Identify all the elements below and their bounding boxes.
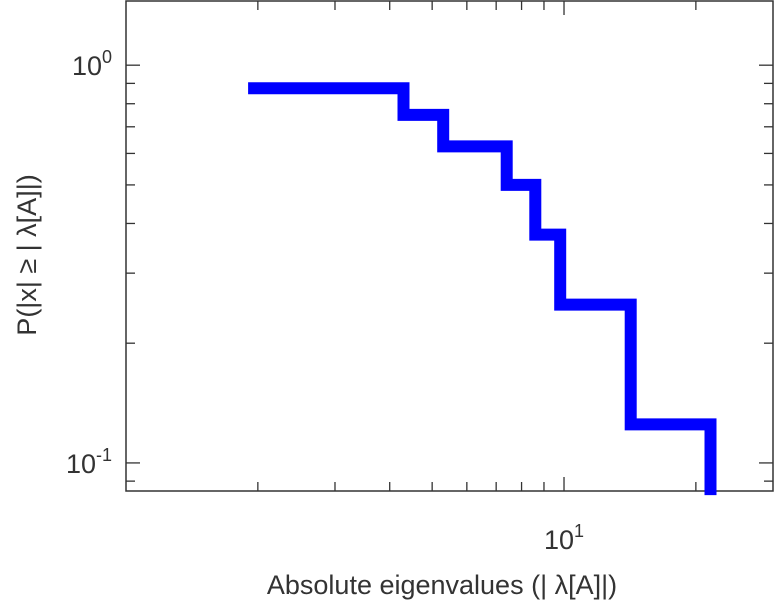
x-axis-label: Absolute eigenvalues (| λ[A]|) bbox=[267, 570, 617, 600]
tick-label-base: 10 bbox=[72, 51, 102, 81]
tick-label-exponent: 0 bbox=[102, 47, 112, 67]
x-tick-label: 101 bbox=[544, 521, 584, 555]
tick-label-exponent: 1 bbox=[574, 521, 584, 541]
y-tick-label: 100 bbox=[72, 47, 112, 81]
series-layer bbox=[248, 82, 717, 496]
y-tick-label: 10-1 bbox=[66, 445, 112, 479]
tick-label-base: 10 bbox=[544, 525, 574, 555]
tick-label-base: 10 bbox=[66, 449, 96, 479]
y-axis-label: P(|x| ≥ | λ[A]|) bbox=[12, 174, 42, 335]
axis-ticks bbox=[126, 1, 773, 491]
step-series-line bbox=[248, 82, 717, 496]
tick-label-exponent: -1 bbox=[96, 445, 112, 465]
plot-frame bbox=[125, 0, 774, 492]
